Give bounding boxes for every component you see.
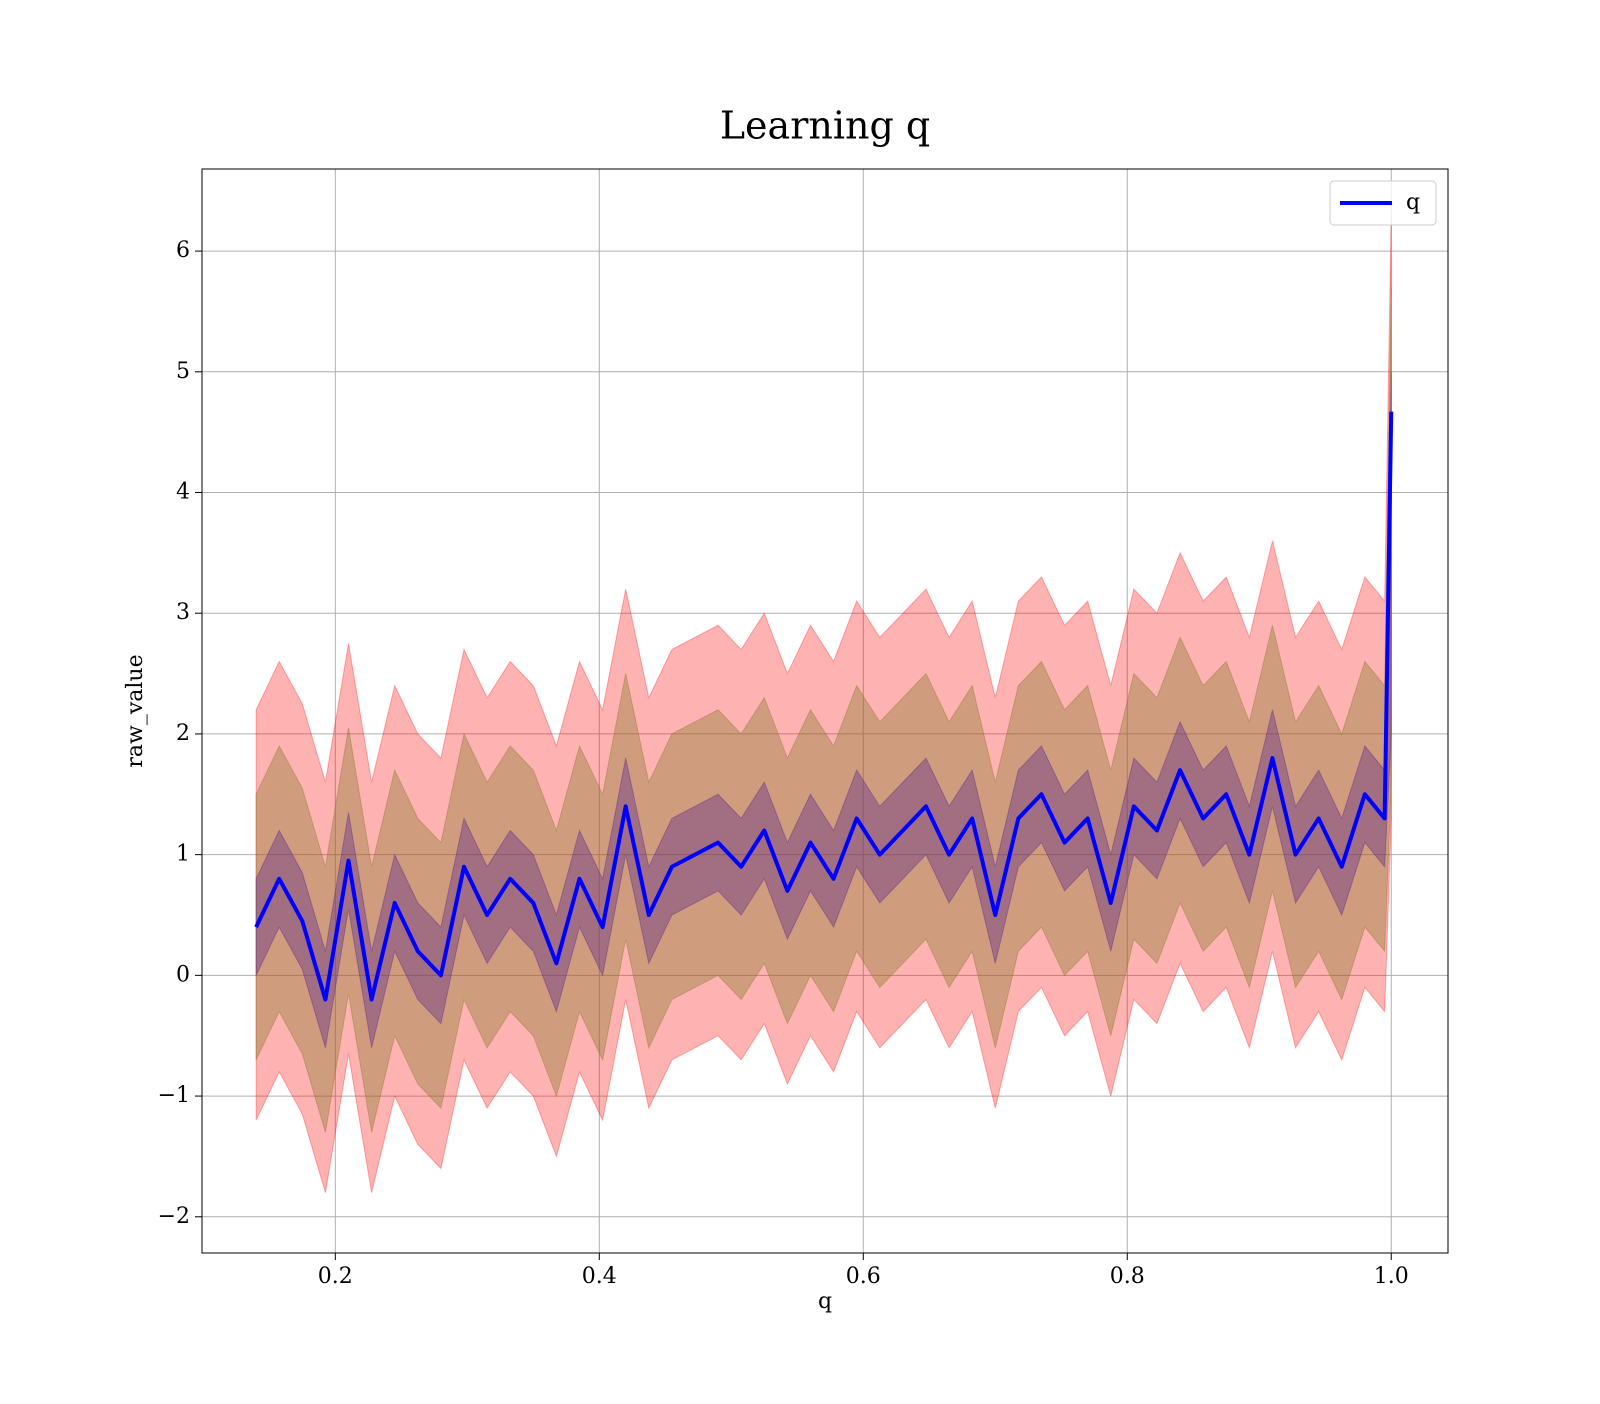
y-tick-label: −1	[158, 1083, 190, 1108]
y-tick-label: 4	[176, 480, 190, 505]
x-tick-label: 0.2	[318, 1264, 353, 1289]
y-tick-label: 3	[176, 600, 190, 625]
y-tick-label: 5	[176, 359, 190, 384]
y-tick-label: 6	[176, 238, 190, 263]
y-tick-label: −2	[158, 1204, 190, 1229]
band	[255, 371, 1392, 1048]
y-tick-label: 1	[176, 842, 190, 867]
legend-label: q	[1406, 190, 1420, 215]
x-tick-label: 1.0	[1374, 1264, 1409, 1289]
plot-frame	[201, 168, 1449, 1254]
band	[255, 214, 1392, 1193]
y-tick-label: 2	[176, 721, 190, 746]
line	[254, 411, 1394, 1002]
x-tick-label: 0.8	[1110, 1264, 1145, 1289]
x-tick-label: 0.6	[846, 1264, 881, 1289]
y-tick-label: 0	[176, 962, 190, 987]
x-tick-label: 0.4	[582, 1264, 617, 1289]
x-axis-label: q	[818, 1289, 832, 1314]
y-axis-label: raw_value	[123, 654, 148, 767]
chart-title: Learning q	[720, 104, 930, 148]
